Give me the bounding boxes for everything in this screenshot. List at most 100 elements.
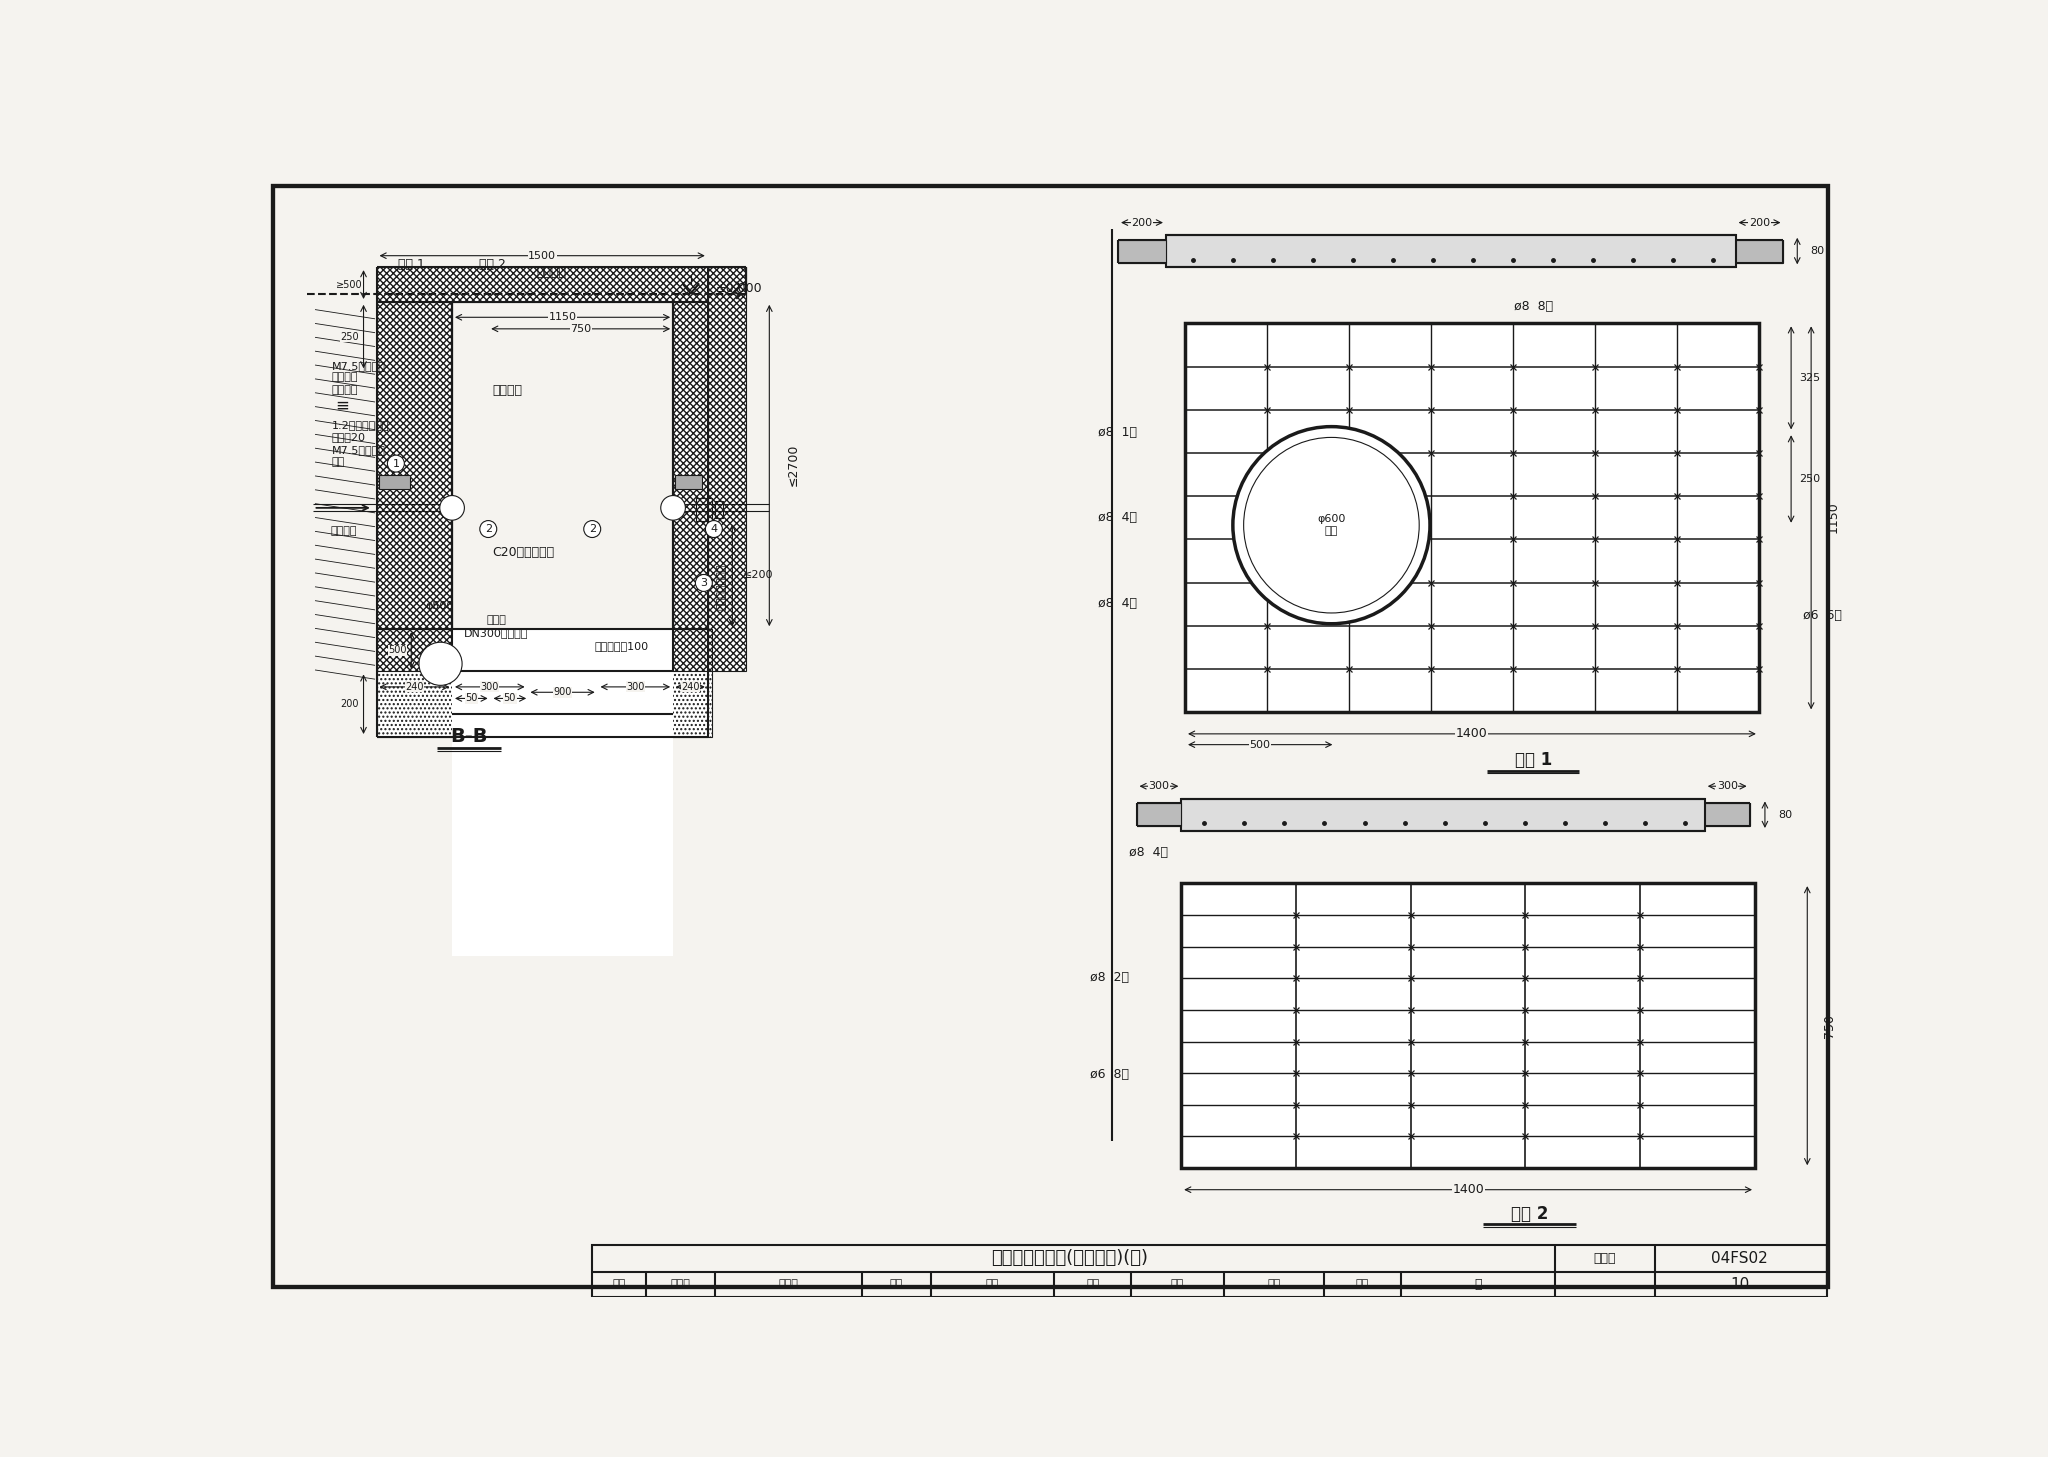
Text: φ600
人孔: φ600 人孔 <box>1317 514 1346 536</box>
Text: 1150: 1150 <box>549 312 578 322</box>
Bar <box>674 475 702 490</box>
Bar <box>377 629 711 672</box>
Bar <box>696 498 711 522</box>
Circle shape <box>696 574 713 592</box>
Text: 粘土填实: 粘土填实 <box>330 526 356 536</box>
Text: 图集号: 图集号 <box>1593 1252 1616 1265</box>
Text: ≤2700: ≤2700 <box>786 444 801 487</box>
Text: 汪秋武: 汪秋武 <box>778 1279 799 1289</box>
Bar <box>1182 883 1755 1169</box>
Text: ø8  8根: ø8 8根 <box>1513 300 1552 313</box>
Text: 盖板 2: 盖板 2 <box>479 258 506 271</box>
Text: ø6  6根: ø6 6根 <box>1804 609 1843 622</box>
Circle shape <box>420 643 463 685</box>
Circle shape <box>440 495 465 520</box>
Text: 1400: 1400 <box>1456 727 1487 740</box>
Text: 04FS02: 04FS02 <box>1712 1250 1767 1266</box>
Text: 卵石垫层厚100: 卵石垫层厚100 <box>594 641 649 651</box>
Text: 1500: 1500 <box>528 251 557 261</box>
Text: M7.5水泥砂浆: M7.5水泥砂浆 <box>332 361 385 370</box>
Circle shape <box>387 455 403 472</box>
Text: 900: 900 <box>553 688 571 698</box>
Text: 室外地坪: 室外地坪 <box>537 267 567 280</box>
Text: 200: 200 <box>1130 217 1153 227</box>
Text: φ500: φ500 <box>426 602 455 610</box>
Text: 页: 页 <box>1475 1278 1481 1291</box>
Text: ø8  1根: ø8 1根 <box>1098 425 1137 439</box>
Text: B-B: B-B <box>451 727 487 746</box>
Text: 盖板 2: 盖板 2 <box>1511 1205 1548 1224</box>
Text: 500: 500 <box>1249 740 1270 750</box>
Bar <box>1186 323 1759 712</box>
Bar <box>453 629 674 956</box>
Text: 集水坑: 集水坑 <box>485 615 506 625</box>
Circle shape <box>584 520 600 538</box>
Text: ≤200: ≤200 <box>741 570 772 580</box>
Text: 抹面厚20: 抹面厚20 <box>332 431 367 441</box>
Text: 250: 250 <box>1798 474 1821 484</box>
Text: 500: 500 <box>389 645 408 656</box>
Bar <box>592 1246 1827 1297</box>
Text: 50: 50 <box>504 694 516 704</box>
Text: 原浆勾缝: 原浆勾缝 <box>492 385 522 396</box>
Text: 300: 300 <box>1149 781 1169 791</box>
Bar <box>1118 239 1165 262</box>
Text: ø8  4根: ø8 4根 <box>1128 847 1167 860</box>
Bar <box>1704 803 1749 826</box>
Text: 200: 200 <box>1749 217 1769 227</box>
Bar <box>379 475 410 490</box>
Text: DN300混凝土管: DN300混凝土管 <box>463 628 528 638</box>
Text: C20混凝土底板: C20混凝土底板 <box>492 545 553 558</box>
Text: 80: 80 <box>1778 810 1792 820</box>
Text: 郭娜: 郭娜 <box>985 1279 999 1289</box>
Text: 750: 750 <box>569 323 592 334</box>
Text: 校对: 校对 <box>889 1279 903 1289</box>
Text: ø6  8根: ø6 8根 <box>1090 1068 1128 1081</box>
Text: 750: 750 <box>1823 1014 1835 1037</box>
Text: 300: 300 <box>1716 781 1737 791</box>
Text: 1: 1 <box>393 459 399 469</box>
Text: 300: 300 <box>481 682 500 692</box>
Text: 240: 240 <box>682 682 700 692</box>
Text: 1150: 1150 <box>1827 501 1839 533</box>
Text: 4: 4 <box>711 525 717 535</box>
Text: 10: 10 <box>1731 1276 1749 1292</box>
Text: 3: 3 <box>700 578 707 589</box>
Text: 盖板 1: 盖板 1 <box>1516 750 1552 769</box>
Text: 地下水位: 地下水位 <box>332 386 358 395</box>
Text: 200: 200 <box>340 699 358 710</box>
Bar <box>1735 239 1784 262</box>
Text: 1:2防水水泥砂浆: 1:2防水水泥砂浆 <box>332 420 389 430</box>
Text: 2: 2 <box>485 525 492 535</box>
Text: ≥500: ≥500 <box>336 280 362 290</box>
Text: 240: 240 <box>406 682 424 692</box>
Circle shape <box>479 520 498 538</box>
Text: 325: 325 <box>1798 373 1821 383</box>
Text: 2: 2 <box>588 525 596 535</box>
Text: 50: 50 <box>465 694 477 704</box>
Text: 鄢珊: 鄢珊 <box>1085 1279 1100 1289</box>
Text: 建筑防水外墙面: 建筑防水外墙面 <box>717 564 727 610</box>
Text: 任放: 任放 <box>1268 1279 1280 1289</box>
Text: 设计: 设计 <box>1171 1279 1184 1289</box>
Circle shape <box>705 520 723 538</box>
Text: 80: 80 <box>1810 246 1825 256</box>
Circle shape <box>662 495 686 520</box>
Bar <box>1137 803 1182 826</box>
Bar <box>674 302 709 629</box>
Text: ±0.000: ±0.000 <box>715 283 762 296</box>
Text: ø8  4根: ø8 4根 <box>1098 511 1137 525</box>
Bar <box>377 267 745 302</box>
Text: 填充: 填充 <box>332 457 346 468</box>
Text: M7.5水泥砂浆: M7.5水泥砂浆 <box>332 446 385 456</box>
Text: ≡: ≡ <box>336 396 348 415</box>
Text: 300: 300 <box>627 682 645 692</box>
Bar <box>377 302 453 629</box>
Bar <box>377 672 711 737</box>
Circle shape <box>1233 427 1430 624</box>
Text: 引入管穿外墙图(有地下水)(二): 引入管穿外墙图(有地下水)(二) <box>991 1249 1149 1268</box>
Text: 1400: 1400 <box>1452 1183 1485 1196</box>
Bar <box>715 501 723 519</box>
Text: ø8  4根: ø8 4根 <box>1098 597 1137 610</box>
Text: 盖板 1: 盖板 1 <box>397 258 426 271</box>
